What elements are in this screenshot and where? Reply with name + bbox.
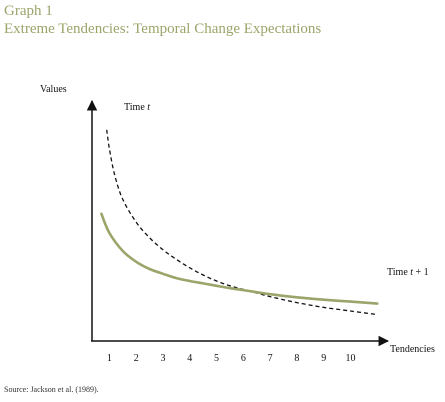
chart-title: Extreme Tendencies: Temporal Change Expe… bbox=[4, 21, 322, 37]
x-tick-label: 3 bbox=[160, 353, 165, 364]
series-layer bbox=[100, 129, 379, 316]
source-note: Source: Jackson et al. (1989). bbox=[4, 385, 99, 394]
x-tick-label: 8 bbox=[294, 353, 299, 364]
series-label-time-t: Time t bbox=[124, 102, 150, 113]
x-tick-label: 10 bbox=[345, 353, 355, 364]
x-tick-labels: 1 2 3 4 5 6 7 8 9 10 bbox=[107, 353, 356, 364]
series-line-1 bbox=[100, 212, 379, 305]
y-axis-label: Values bbox=[40, 84, 67, 95]
x-axis-label: Tendencies bbox=[390, 344, 435, 355]
x-tick-label: 4 bbox=[187, 353, 192, 364]
series-line-0 bbox=[106, 129, 378, 316]
series-label-time-t-plus-1: Time t + 1 bbox=[387, 267, 429, 278]
x-tick-label: 7 bbox=[268, 353, 273, 364]
x-tick-label: 9 bbox=[321, 353, 326, 364]
x-tick-label: 5 bbox=[214, 353, 219, 364]
x-tick-label: 1 bbox=[107, 353, 112, 364]
x-tick-label: 6 bbox=[241, 353, 246, 364]
x-tick-label: 2 bbox=[134, 353, 139, 364]
graph-number: Graph 1 bbox=[4, 3, 53, 19]
